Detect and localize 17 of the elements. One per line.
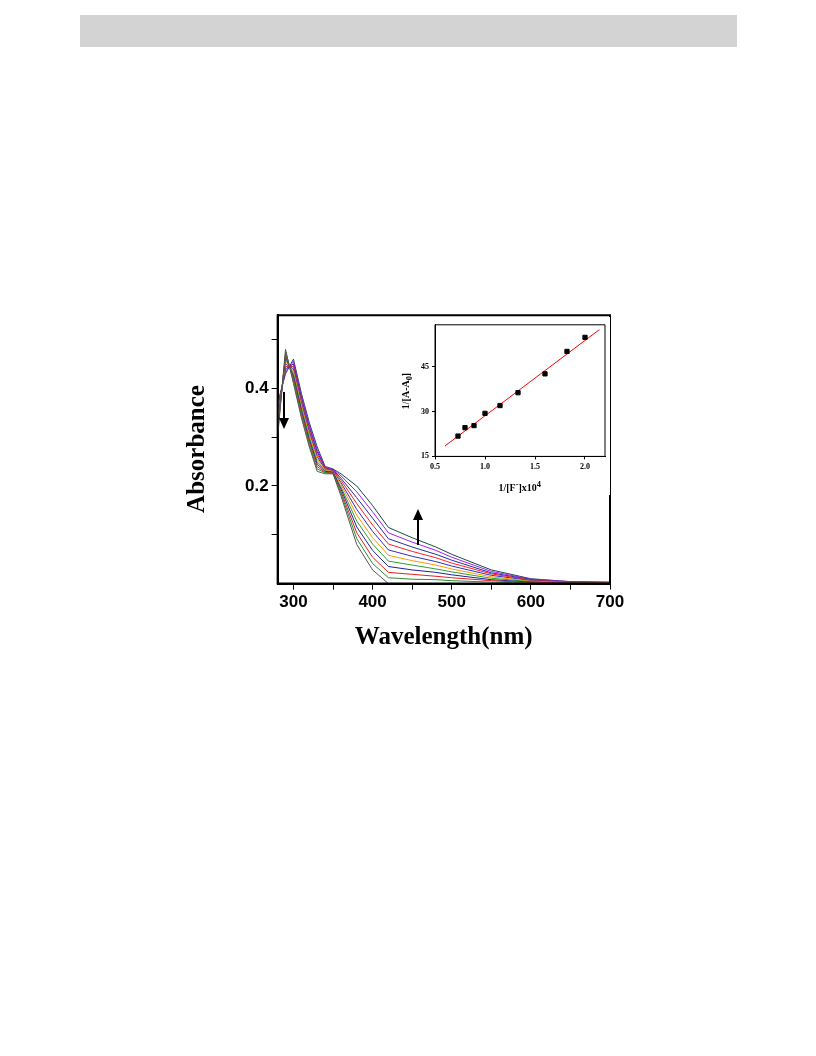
x-axis-title: 1/[F$^{-}$]x10$^{4}$ bbox=[498, 480, 542, 494]
x-axis-title: Wavelength(nm) bbox=[354, 622, 533, 650]
y-tick-label: 45 bbox=[421, 361, 429, 371]
x-tick-label: 600 bbox=[516, 592, 546, 612]
x-tick-label: 1.0 bbox=[480, 462, 490, 472]
x-tick-label: 500 bbox=[437, 592, 466, 612]
x-tick-label: 2.0 bbox=[580, 462, 590, 472]
x-tick-label: 400 bbox=[358, 592, 387, 612]
y-tick-label: 0.4 bbox=[244, 378, 270, 398]
x-tick-label: 0.5 bbox=[430, 462, 440, 472]
y-tick-label: 15 bbox=[421, 451, 429, 461]
x-tick-label: 1.5 bbox=[530, 462, 540, 472]
x-tick-label: 700 bbox=[595, 592, 625, 612]
y-tick-label: 0.2 bbox=[244, 475, 269, 495]
x-tick-label: 300 bbox=[279, 592, 308, 612]
y-axis-title: Absorbance bbox=[181, 385, 210, 514]
y-tick-label: 30 bbox=[421, 406, 429, 416]
